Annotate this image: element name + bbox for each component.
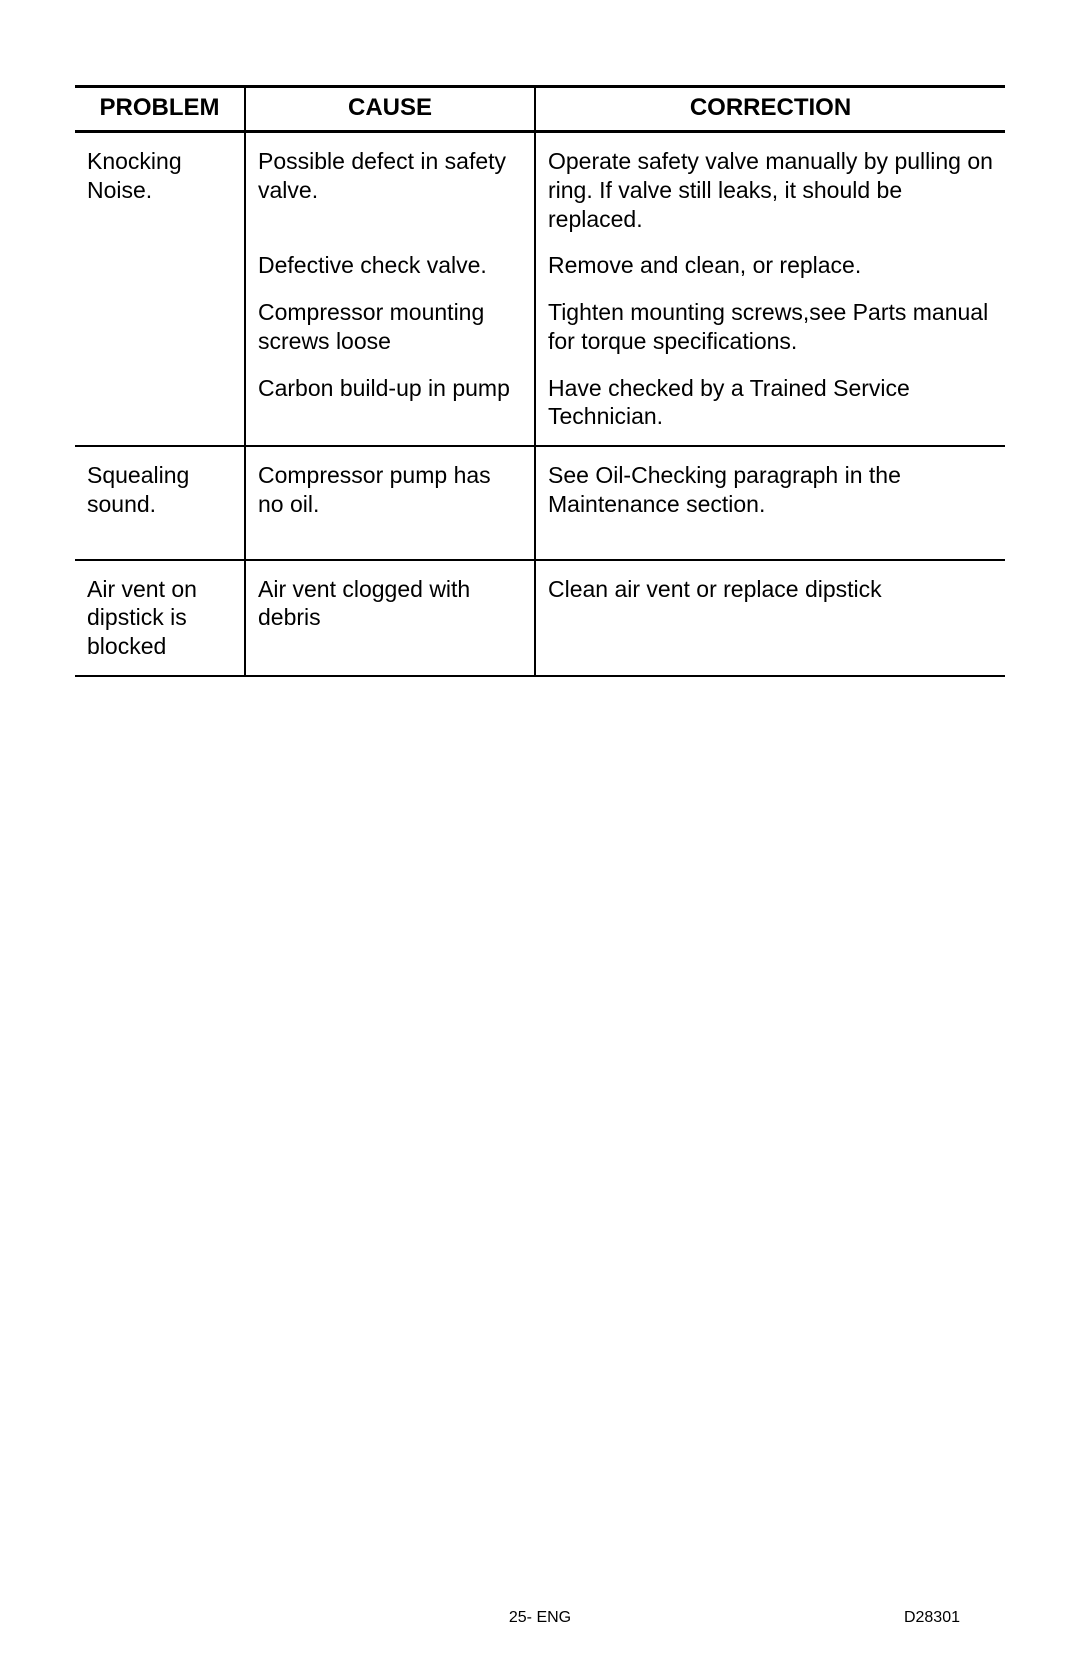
cell-correction: Clean air vent or replace dipstick — [535, 560, 1005, 676]
cell-problem: Air vent on dipstick is blocked — [75, 560, 245, 676]
table-row: Defective check valve. Remove and clean,… — [75, 247, 1005, 294]
cell-cause: Compressor pump has no oil. — [245, 446, 535, 560]
cell-correction: Operate safety valve manually by pulling… — [535, 132, 1005, 248]
table-row: Compressor mounting screws loose Tighten… — [75, 294, 1005, 370]
troubleshooting-table: PROBLEM CAUSE CORRECTION Knocking Noise.… — [75, 85, 1005, 677]
cell-problem — [75, 247, 245, 294]
cell-problem — [75, 294, 245, 370]
cell-correction: See Oil-Checking paragraph in the Mainte… — [535, 446, 1005, 560]
footer-page-number: 25- ENG — [509, 1609, 571, 1627]
table-row: Knocking Noise. Possible defect in safet… — [75, 132, 1005, 248]
cell-correction: Remove and clean, or replace. — [535, 247, 1005, 294]
page: PROBLEM CAUSE CORRECTION Knocking Noise.… — [0, 0, 1080, 1669]
table-header-row: PROBLEM CAUSE CORRECTION — [75, 87, 1005, 132]
table-row: Air vent on dipstick is blocked Air vent… — [75, 560, 1005, 676]
cell-correction: Tighten mounting screws,see Parts manual… — [535, 294, 1005, 370]
cell-problem: Squealing sound. — [75, 446, 245, 560]
cell-cause: Defective check valve. — [245, 247, 535, 294]
cell-cause: Carbon build-up in pump — [245, 370, 535, 447]
cell-correction: Have checked by a Trained Service Techni… — [535, 370, 1005, 447]
cell-problem: Knocking Noise. — [75, 132, 245, 248]
footer-doc-id: D28301 — [904, 1609, 960, 1627]
col-header-cause: CAUSE — [245, 87, 535, 132]
table-row: Carbon build-up in pump Have checked by … — [75, 370, 1005, 447]
cell-problem — [75, 370, 245, 447]
col-header-correction: CORRECTION — [535, 87, 1005, 132]
cell-cause: Compressor mounting screws loose — [245, 294, 535, 370]
col-header-problem: PROBLEM — [75, 87, 245, 132]
cell-cause: Air vent clogged with debris — [245, 560, 535, 676]
table-row: Squealing sound. Compressor pump has no … — [75, 446, 1005, 560]
cell-cause: Possible defect in safety valve. — [245, 132, 535, 248]
